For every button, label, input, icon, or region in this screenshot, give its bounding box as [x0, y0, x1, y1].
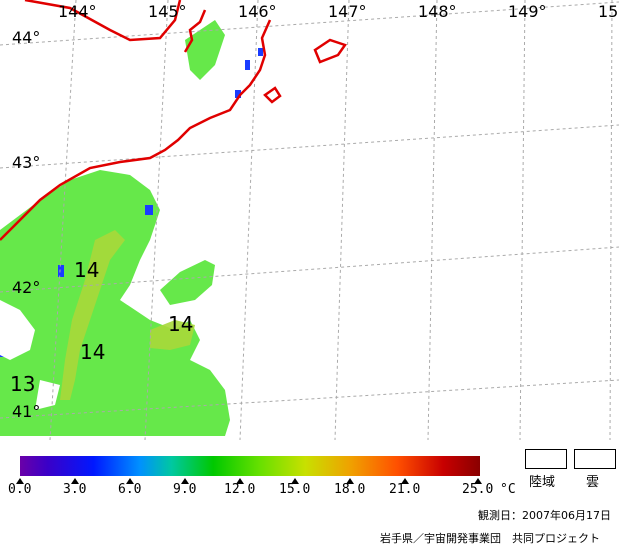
coastline [0, 0, 347, 241]
contour-label: 14 [168, 312, 194, 336]
graticule [0, 0, 619, 440]
colorbar-tick-label: 18.0 [334, 482, 366, 497]
colorbar-tick-label: 3.0 [63, 482, 87, 497]
longitude-label-149: 149° [508, 2, 547, 21]
colorbar-tick-label: 6.0 [118, 482, 142, 497]
colorbar-tick-label: 9.0 [173, 482, 197, 497]
colorbar-unit: °C [500, 482, 516, 497]
sst-field [0, 20, 230, 436]
latitude-label-44: 44° [12, 28, 41, 47]
contour-label: 13 [10, 372, 36, 396]
longitude-label-146: 146° [238, 2, 277, 21]
longitude-label-144: 144° [58, 2, 97, 21]
colorbar-tick [16, 478, 24, 484]
colorbar-tick-label: 0.0 [8, 482, 32, 497]
land-legend-label: 陸域 [529, 475, 556, 490]
sea-surface-temperature-map [0, 0, 619, 440]
longitude-label-150: 15 [598, 2, 619, 21]
cloud-legend-swatch [574, 449, 616, 469]
colorbar-tick [474, 478, 482, 484]
longitude-label-148: 148° [418, 2, 457, 21]
land-legend-swatch [525, 449, 567, 469]
colorbar-tick [401, 478, 409, 484]
contour-label: 14 [80, 340, 106, 364]
colorbar-tick-label: 15.0 [279, 482, 311, 497]
colorbar-tick [236, 478, 244, 484]
observation-date: 観測日：2007年06月17日 [478, 509, 611, 522]
land-masks [0, 300, 60, 410]
sst-warm-band [60, 230, 195, 400]
latitude-label-41: 41° [12, 402, 41, 421]
colorbar-tick [346, 478, 354, 484]
credit-text: 岩手県／宇宙開発事業団 共同プロジェクト [380, 532, 600, 545]
colorbar-tick [291, 478, 299, 484]
latitude-label-42: 42° [12, 278, 41, 297]
longitude-label-145: 145° [148, 2, 187, 21]
latitude-label-43: 43° [12, 153, 41, 172]
cloud-legend-label: 雲 [586, 475, 600, 490]
temperature-colorbar [20, 456, 480, 476]
colorbar-tick [71, 478, 79, 484]
colorbar-tick-label: 25.0 [462, 482, 494, 497]
colorbar-tick [181, 478, 189, 484]
contour-label: 14 [74, 258, 100, 282]
colorbar-tick [126, 478, 134, 484]
colorbar-tick-label: 12.0 [224, 482, 256, 497]
colorbar-tick-label: 21.0 [389, 482, 421, 497]
longitude-label-147: 147° [328, 2, 367, 21]
